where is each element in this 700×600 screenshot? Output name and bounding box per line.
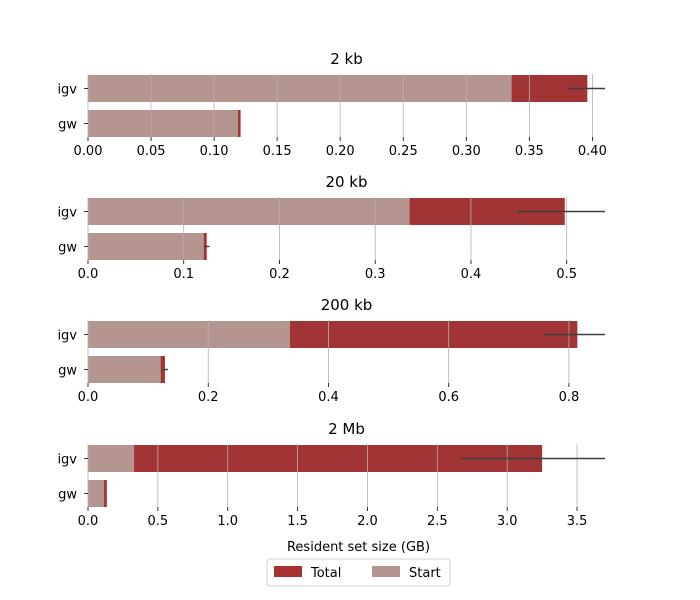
panel-title: 2 Mb: [328, 420, 365, 438]
bar-start-gw: [88, 356, 161, 383]
legend-swatch-total: [274, 566, 302, 577]
legend-label-start: Start: [409, 566, 441, 581]
x-tick-label: 3.0: [497, 514, 518, 529]
x-tick-label: 0.35: [515, 144, 544, 159]
y-tick-label: gw: [58, 488, 77, 503]
x-tick-label: 0.6: [438, 390, 459, 405]
y-tick-label: gw: [58, 364, 77, 379]
x-tick-label: 0.0: [78, 514, 99, 529]
y-tick-label: igv: [57, 83, 77, 98]
x-tick-label: 0.1: [173, 267, 194, 282]
x-tick-label: 0.5: [556, 267, 577, 282]
bar-start-gw: [88, 480, 105, 507]
x-tick-label: 2.0: [357, 514, 378, 529]
x-tick-label: 0.2: [198, 390, 219, 405]
y-tick-label: igv: [57, 453, 77, 468]
x-tick-label: 0.00: [74, 144, 103, 159]
bar-start-igv: [88, 198, 410, 225]
x-tick-label: 0.4: [461, 267, 482, 282]
x-tick-label: 0.2: [269, 267, 290, 282]
y-tick-label: gw: [58, 118, 77, 133]
bar-start-gw: [88, 110, 239, 137]
panel-title: 2 kb: [330, 50, 363, 68]
x-tick-label: 3.5: [567, 514, 588, 529]
panel-title: 200 kb: [321, 296, 373, 314]
x-tick-label: 0.15: [263, 144, 292, 159]
y-tick-label: gw: [58, 241, 77, 256]
x-tick-label: 0.0: [78, 267, 99, 282]
x-tick-label: 0.3: [365, 267, 386, 282]
x-tick-label: 0.5: [148, 514, 169, 529]
bar-start-igv: [88, 75, 512, 102]
bar-start-igv: [88, 321, 290, 348]
y-tick-label: igv: [57, 206, 77, 221]
x-tick-label: 1.5: [287, 514, 308, 529]
y-tick-label: igv: [57, 329, 77, 344]
legend-box: [266, 558, 451, 587]
panel-title: 20 kb: [325, 173, 367, 191]
x-tick-label: 0.20: [326, 144, 355, 159]
x-axis-label: Resident set size (GB): [287, 540, 430, 555]
x-tick-label: 0.25: [389, 144, 418, 159]
x-tick-label: 2.5: [427, 514, 448, 529]
legend-label-total: Total: [310, 566, 341, 581]
x-tick-label: 0.0: [78, 390, 99, 405]
x-tick-label: 0.40: [578, 144, 607, 159]
x-tick-label: 0.05: [137, 144, 166, 159]
legend-swatch-start: [372, 566, 400, 577]
x-tick-label: 0.4: [318, 390, 339, 405]
bar-start-igv: [88, 445, 135, 472]
x-tick-label: 1.0: [217, 514, 238, 529]
x-tick-label: 0.8: [559, 390, 580, 405]
x-tick-label: 0.30: [452, 144, 481, 159]
x-tick-label: 0.10: [200, 144, 229, 159]
bar-start-gw: [88, 233, 204, 260]
